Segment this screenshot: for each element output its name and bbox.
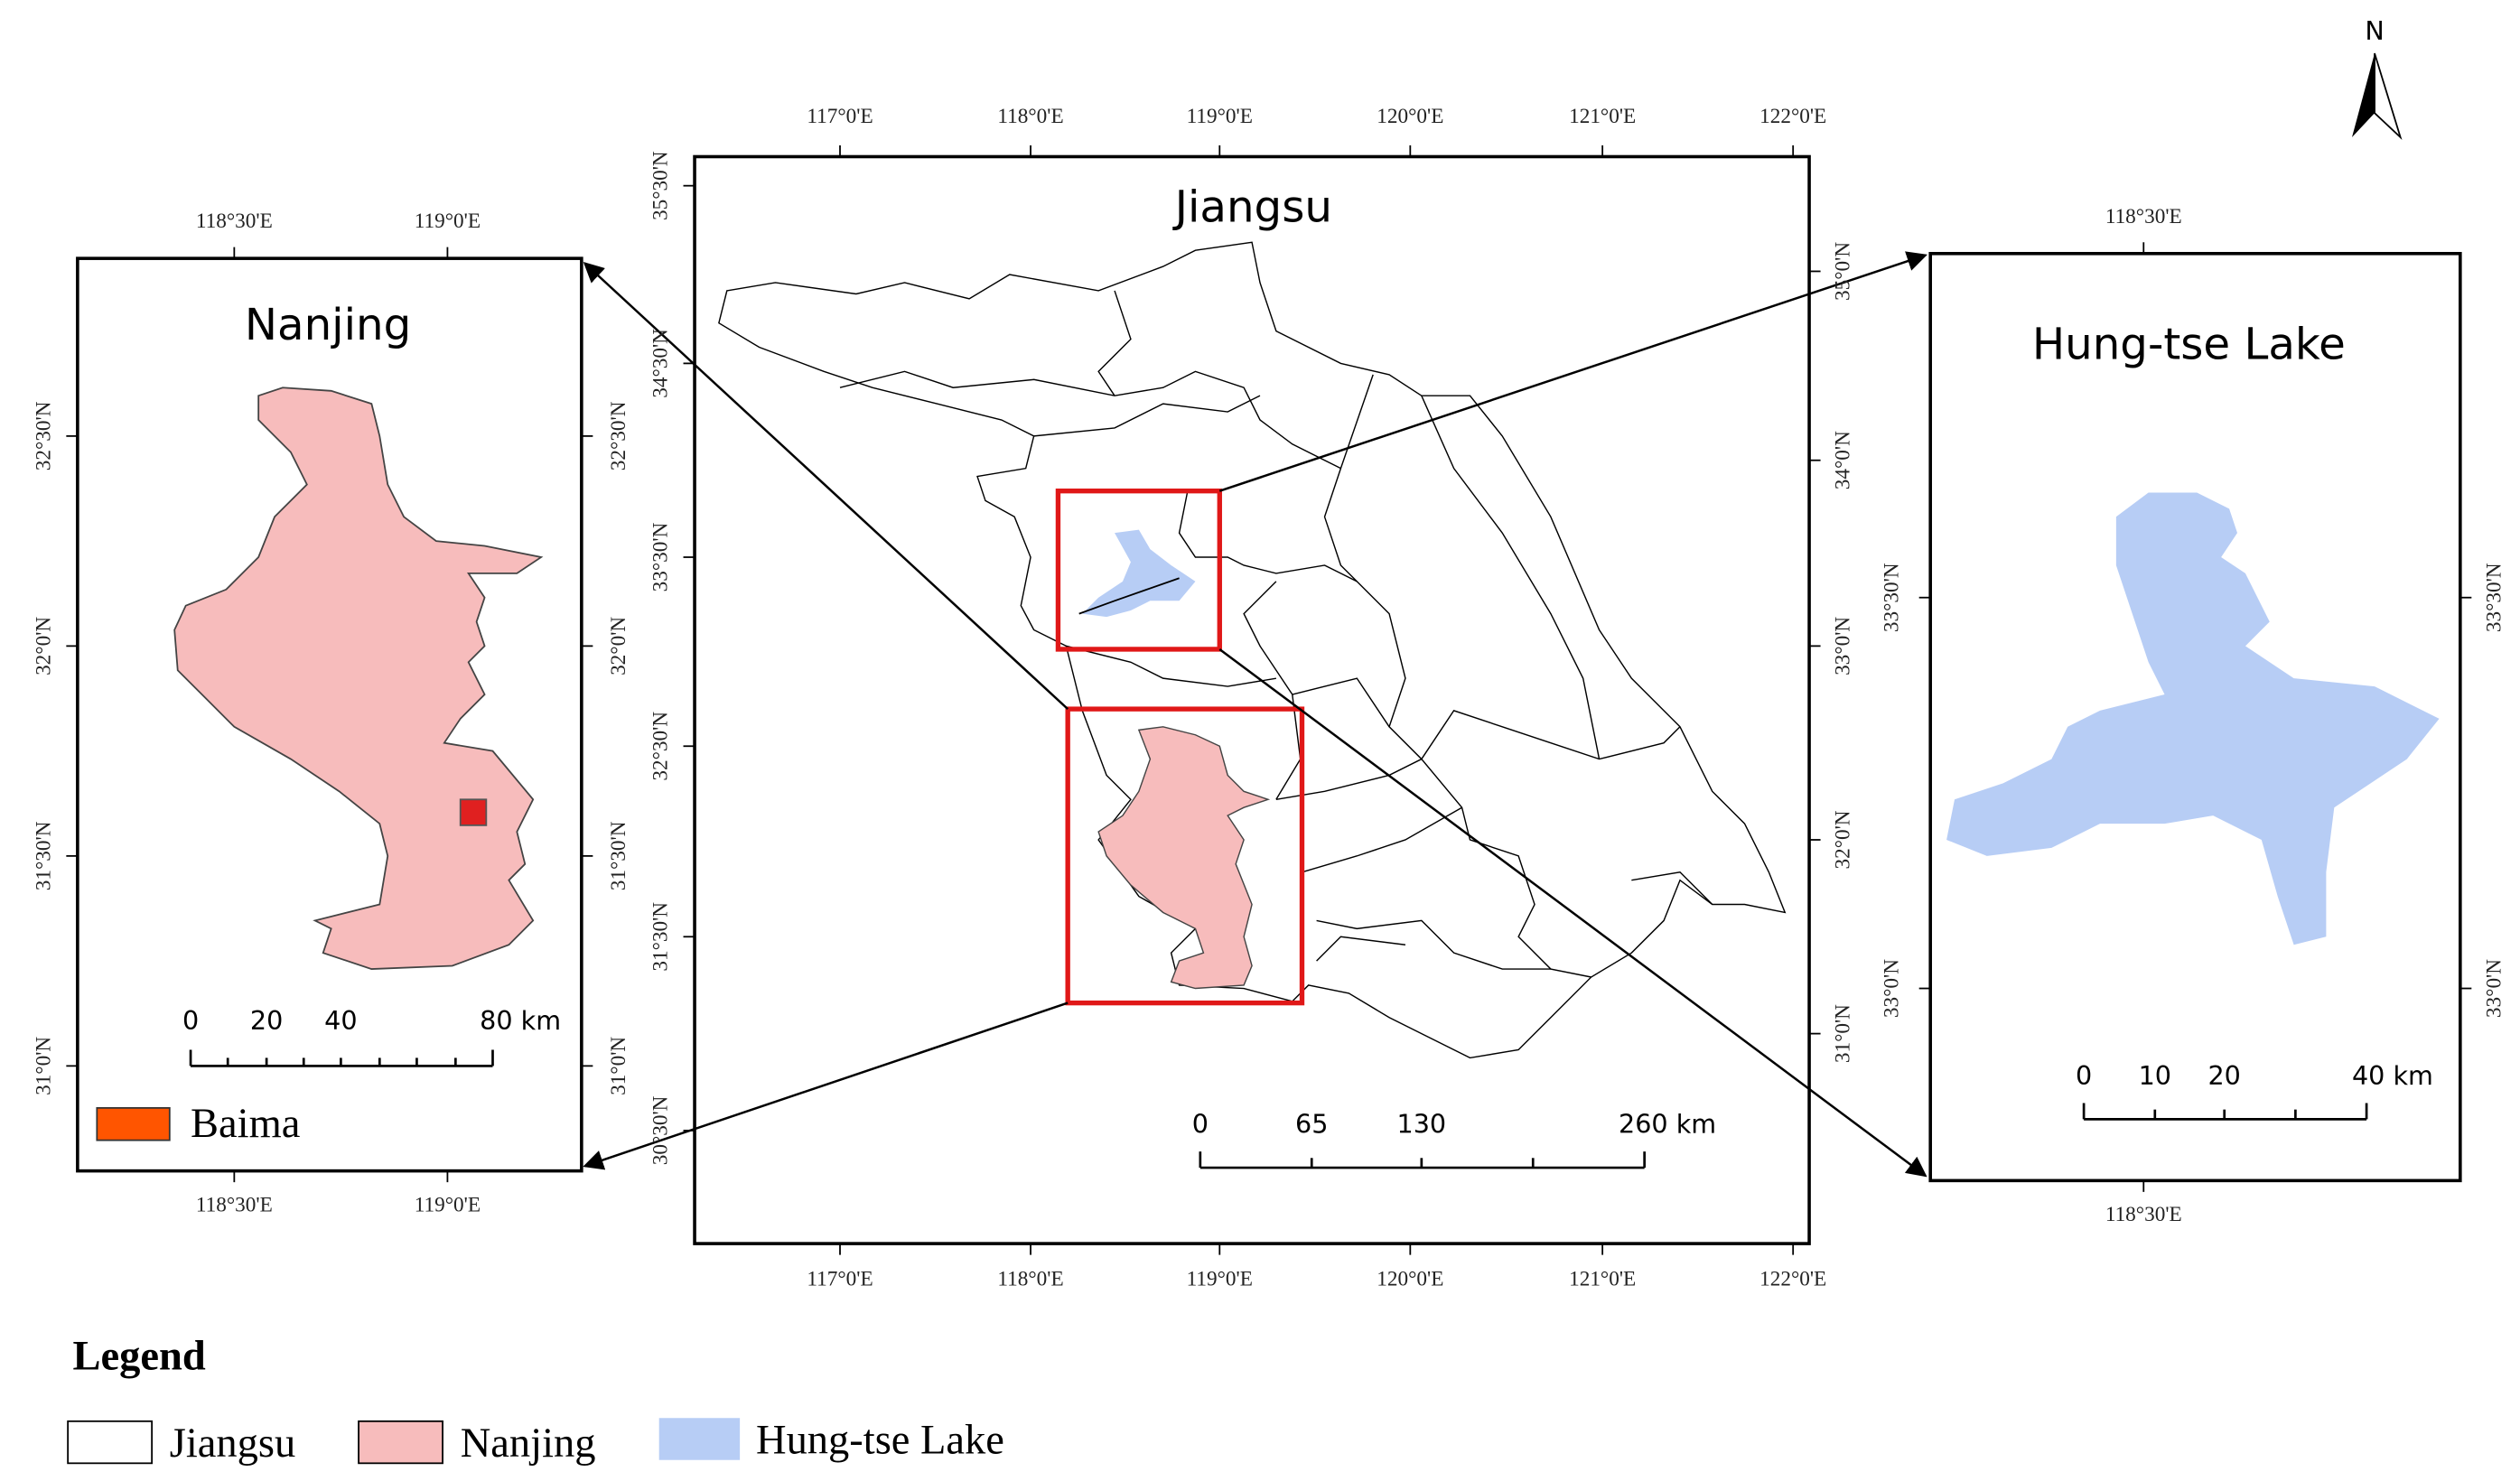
longitude-label: 122°0'E — [1759, 105, 1826, 128]
scale-label: 10 — [2139, 1060, 2171, 1091]
legend-label: Nanjing — [461, 1420, 596, 1467]
legend-label: Jiangsu — [170, 1420, 295, 1467]
scale-label: 0 — [182, 1005, 199, 1036]
panel-title: Jiangsu — [1172, 182, 1332, 232]
legend-swatch — [658, 1418, 741, 1460]
latitude-label: 33°0'N — [1832, 617, 1855, 675]
lake-shape — [1946, 492, 2440, 945]
latitude-label: 31°0'N — [607, 1037, 630, 1095]
latitude-label: 32°0'N — [1832, 810, 1855, 869]
latitude-label: 31°30'N — [607, 821, 630, 890]
latitude-label: 35°0'N — [1832, 242, 1855, 301]
longitude-label: 120°0'E — [1377, 1268, 1443, 1291]
scale-label: 130 — [1397, 1109, 1447, 1140]
county-boundaries — [839, 290, 1713, 978]
inset-legend-label: Baima — [191, 1101, 300, 1147]
scale-label: 260 km — [1619, 1109, 1716, 1140]
latitude-label: 32°30'N — [607, 401, 630, 470]
panel-title: Nanjing — [245, 300, 411, 350]
latitude-label: 31°0'N — [1832, 1004, 1855, 1063]
longitude-label: 117°0'E — [807, 105, 873, 128]
connector-arrow — [1218, 251, 1927, 492]
latitude-label: 31°30'N — [649, 902, 673, 972]
jiangsu-frame — [693, 154, 1811, 1245]
latitude-label: 32°0'N — [32, 617, 55, 675]
lake-scale-bar — [2082, 1103, 2368, 1121]
latitude-label: 33°30'N — [649, 522, 673, 591]
north-label: N — [2365, 15, 2384, 46]
scale-label: 20 — [250, 1005, 283, 1036]
latitude-label: 34°0'N — [1832, 431, 1855, 489]
legend-swatch — [358, 1420, 443, 1465]
longitude-label: 118°0'E — [997, 1268, 1063, 1291]
connector-arrow — [583, 261, 1069, 711]
scale-label: 65 — [1295, 1109, 1328, 1140]
baima-site — [459, 798, 488, 826]
north-arrow — [2374, 52, 2403, 140]
longitude-label: 119°0'E — [1187, 1268, 1253, 1291]
longitude-label: 121°0'E — [1569, 1268, 1636, 1291]
latitude-label: 33°30'N — [1880, 563, 1903, 632]
latitude-label: 32°0'N — [607, 617, 630, 675]
longitude-label: 120°0'E — [1377, 105, 1443, 128]
longitude-label: 119°0'E — [415, 1193, 481, 1216]
longitude-label: 118°0'E — [997, 105, 1063, 128]
legend-label: Hung-tse Lake — [756, 1418, 1004, 1464]
longitude-label: 122°0'E — [1759, 1268, 1826, 1291]
longitude-label: 118°30'E — [2105, 205, 2182, 228]
connector-arrow — [583, 1001, 1069, 1170]
latitude-label: 33°0'N — [1880, 959, 1903, 1018]
lake-small — [1082, 529, 1196, 618]
latitude-label: 32°30'N — [649, 712, 673, 781]
longitude-label: 118°30'E — [196, 1193, 273, 1216]
jiangsu-scale-bar — [1199, 1151, 1646, 1169]
latitude-label: 33°0'N — [2482, 959, 2506, 1018]
legend-swatch — [67, 1420, 154, 1465]
nanjing-highlight-box — [1065, 706, 1305, 1006]
legend-title: Legend — [72, 1334, 205, 1380]
north-arrow — [2351, 53, 2375, 138]
longitude-label: 121°0'E — [1569, 105, 1636, 128]
scale-label: 40 km — [2352, 1060, 2433, 1091]
scale-label: 80 km — [480, 1005, 561, 1036]
latitude-label: 30°30'N — [649, 1095, 673, 1165]
nanjing-shape — [173, 387, 544, 970]
latitude-label: 32°30'N — [32, 401, 55, 470]
latitude-label: 33°30'N — [2482, 563, 2506, 632]
scale-label: 0 — [1192, 1109, 1209, 1140]
latitude-label: 31°0'N — [32, 1037, 55, 1095]
longitude-label: 118°30'E — [2105, 1203, 2182, 1226]
jiangsu-outline — [718, 241, 1787, 1059]
panel-title: Hung-tse Lake — [2032, 320, 2346, 370]
lake-highlight-box — [1055, 489, 1222, 652]
scale-label: 20 — [2207, 1060, 2240, 1091]
scale-label: 40 — [324, 1005, 357, 1036]
latitude-label: 34°30'N — [649, 329, 673, 398]
longitude-label: 119°0'E — [1187, 105, 1253, 128]
nanjing-scale-bar — [189, 1049, 494, 1067]
baima-legend-swatch — [96, 1106, 171, 1141]
canal — [1078, 577, 1180, 615]
latitude-label: 31°30'N — [32, 821, 55, 890]
longitude-label: 117°0'E — [807, 1268, 873, 1291]
longitude-label: 118°30'E — [196, 210, 273, 233]
nanjing-small — [1097, 726, 1271, 990]
longitude-label: 119°0'E — [415, 210, 481, 233]
scale-label: 0 — [2076, 1060, 2092, 1091]
latitude-label: 35°30'N — [649, 151, 673, 220]
connector-arrow — [1218, 647, 1927, 1178]
